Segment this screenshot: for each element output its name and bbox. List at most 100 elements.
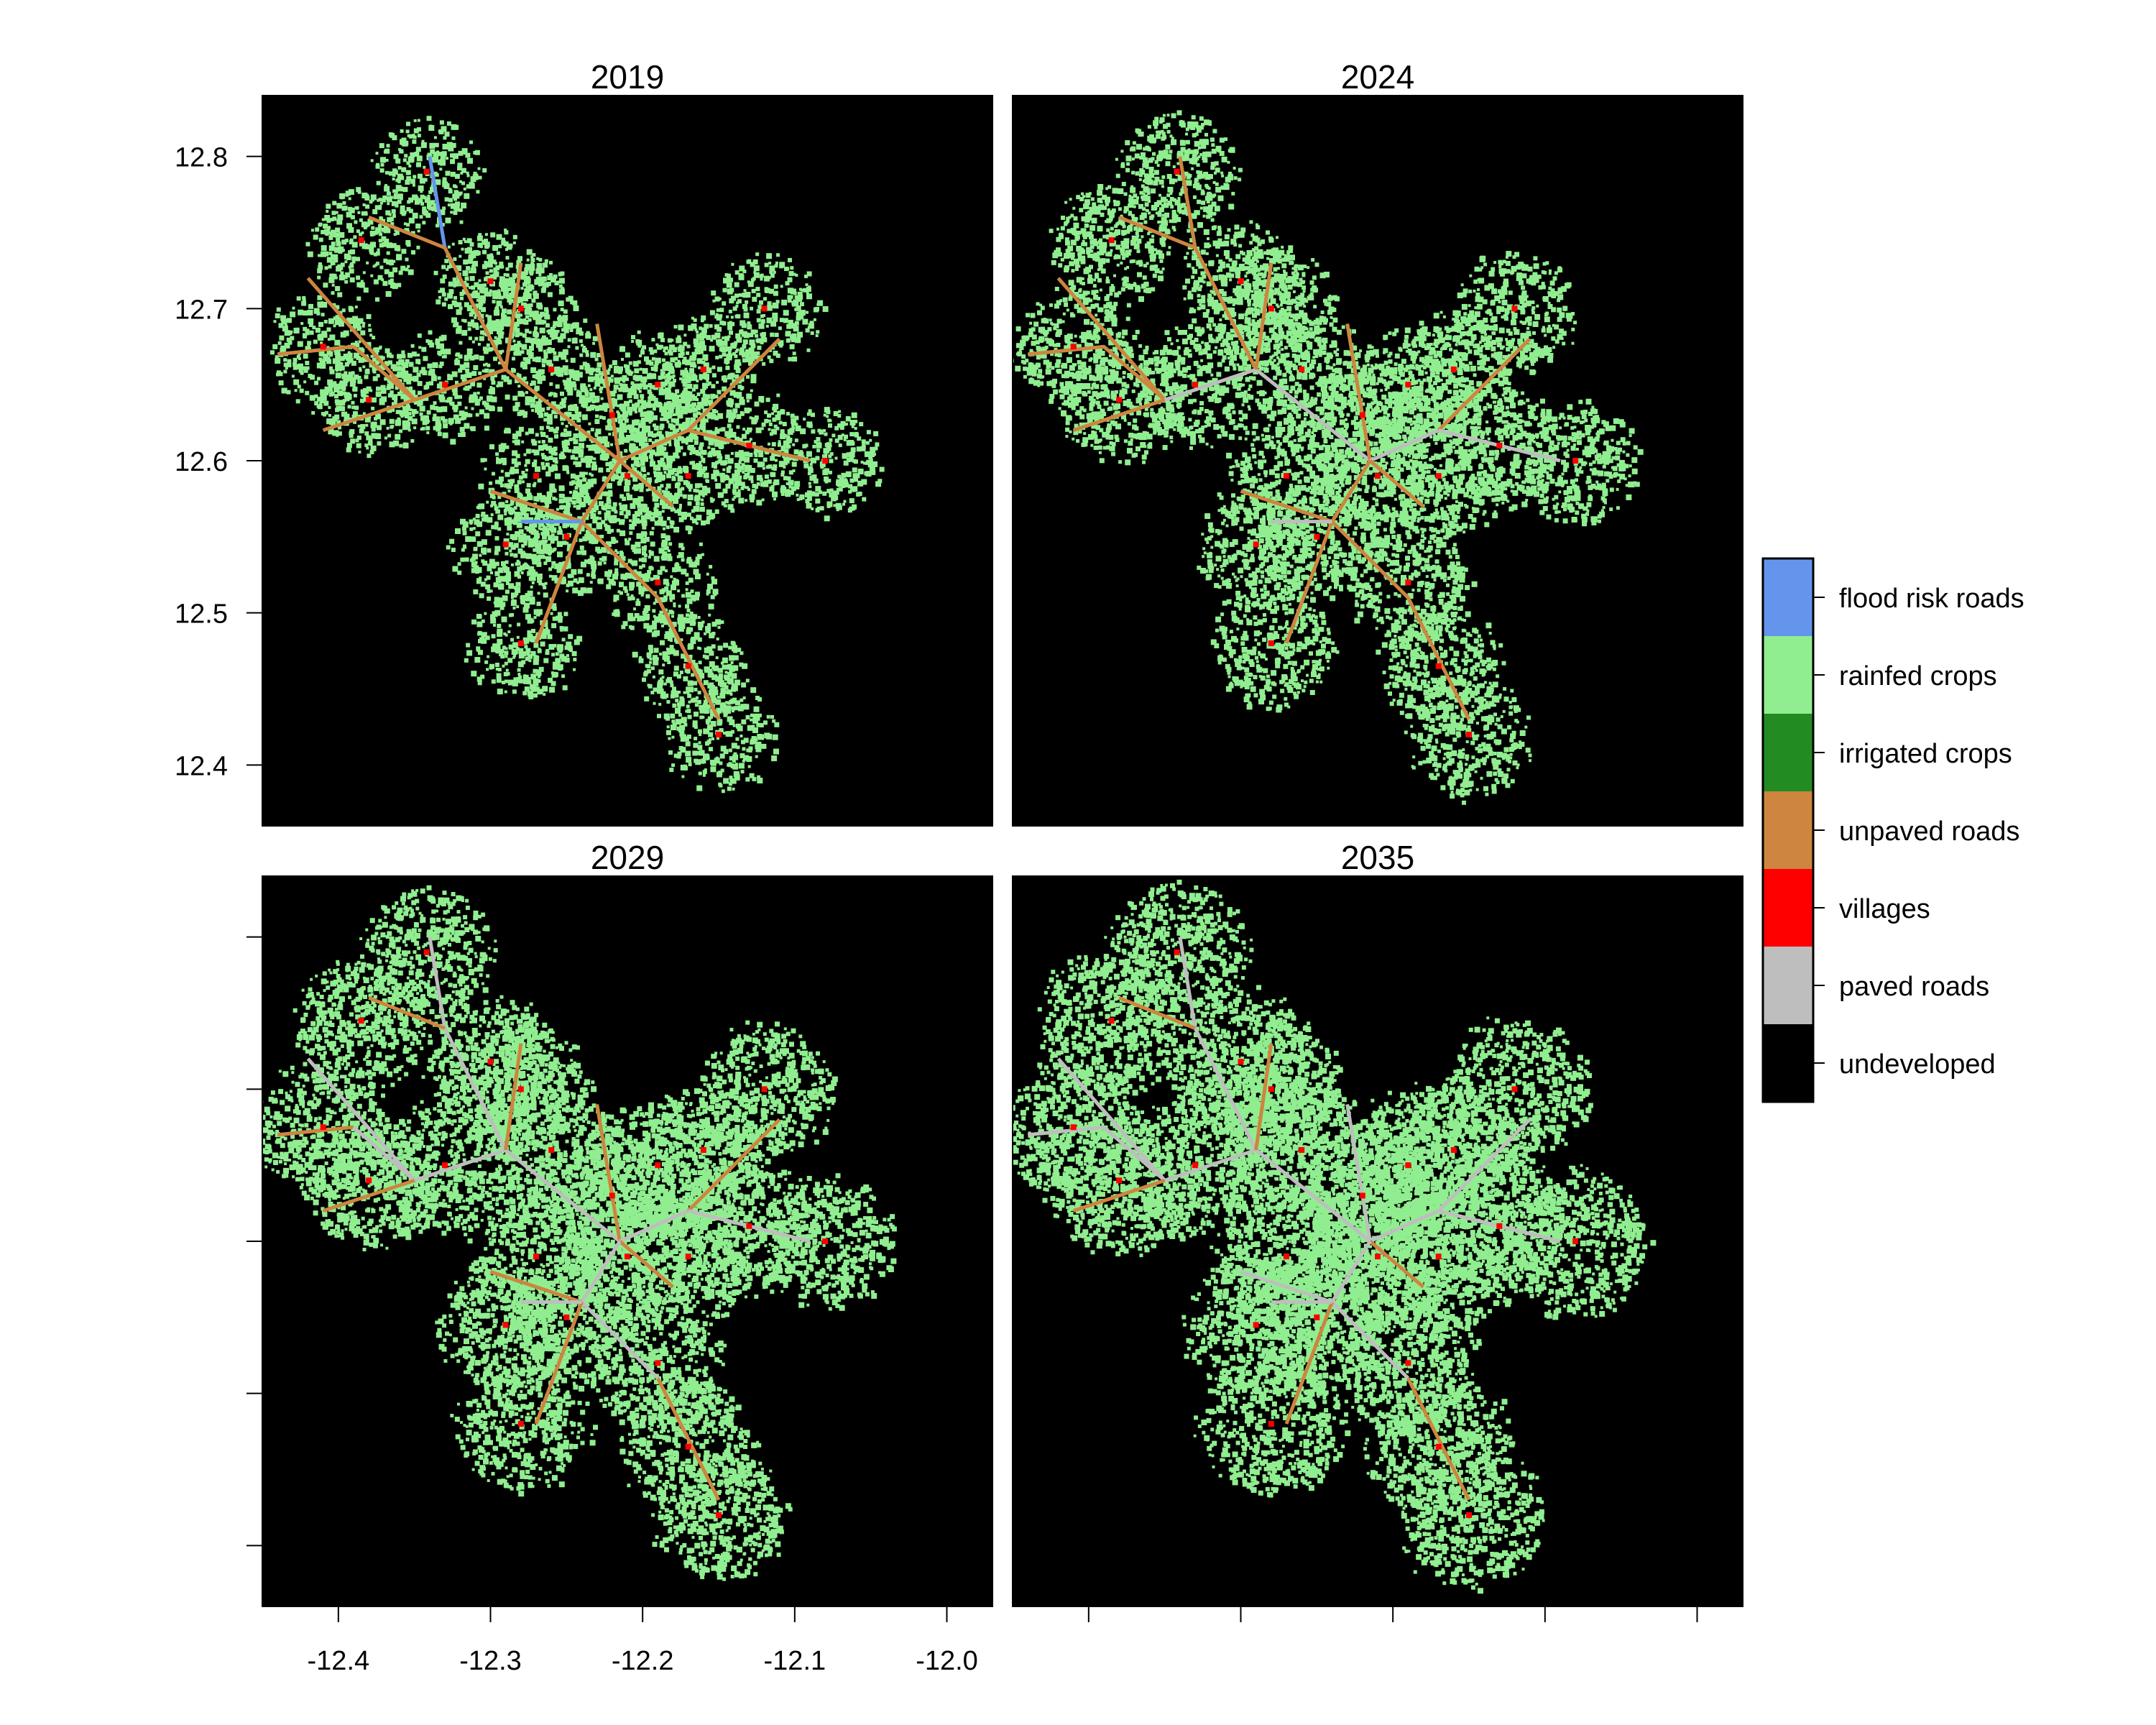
road-segment-8 xyxy=(505,1149,621,1243)
panel-title: 2029 xyxy=(591,839,664,876)
road-segment-4 xyxy=(1027,344,1105,356)
road-segment-6 xyxy=(413,1148,507,1182)
village-marker xyxy=(1116,397,1123,403)
legend-swatch xyxy=(1763,636,1813,714)
village-marker xyxy=(655,382,661,388)
panel-frame xyxy=(1012,95,1743,827)
panel-title: 2019 xyxy=(591,58,664,96)
road-segment-0 xyxy=(1178,156,1197,249)
road-segment-8 xyxy=(1255,1149,1371,1243)
village-marker xyxy=(685,1254,691,1260)
road-segment-16 xyxy=(1240,1269,1333,1305)
village-marker xyxy=(1253,1322,1259,1328)
legend-label: flood risk roads xyxy=(1839,584,2024,614)
road-segment-18 xyxy=(1406,1377,1471,1501)
road-segment-11 xyxy=(619,428,689,463)
road-segment-15 xyxy=(1330,1240,1372,1303)
x-tick-label: -12.4 xyxy=(308,1646,370,1676)
road-segment-2 xyxy=(368,996,446,1030)
road-segment-1 xyxy=(1193,247,1258,371)
village-marker xyxy=(517,1421,524,1427)
village-marker xyxy=(1314,1314,1320,1320)
village-marker xyxy=(442,1162,448,1169)
village-marker xyxy=(487,278,494,285)
road-segment-8 xyxy=(505,368,621,462)
road-segment-15 xyxy=(580,1240,622,1303)
road-segment-9 xyxy=(1254,262,1273,370)
road-segment-1 xyxy=(443,247,507,371)
y-tick-label: 12.4 xyxy=(175,751,228,781)
legend-swatch xyxy=(1763,869,1813,947)
legend-label: unpaved roads xyxy=(1839,816,2019,847)
village-marker xyxy=(1070,1124,1077,1131)
panel-background xyxy=(262,96,992,826)
village-marker xyxy=(358,237,364,244)
village-marker xyxy=(548,1147,555,1153)
legend-label: rainfed crops xyxy=(1839,661,1997,691)
village-marker xyxy=(822,458,829,464)
village-marker xyxy=(423,949,430,955)
map-panel-2024: 2024 xyxy=(1012,58,1743,827)
road-segment-18 xyxy=(1406,597,1471,720)
road-segment-16 xyxy=(489,1269,583,1305)
road-segment-12 xyxy=(686,1118,781,1213)
road-network xyxy=(1027,156,1579,737)
road-segment-5 xyxy=(352,1126,416,1182)
village-marker xyxy=(1238,1059,1244,1065)
road-segment-16 xyxy=(1240,489,1333,524)
village-marker xyxy=(609,1192,615,1199)
road-segment-17 xyxy=(1330,520,1410,599)
road-segment-7 xyxy=(1072,397,1166,433)
village-marker xyxy=(487,1059,494,1065)
village-marker xyxy=(1174,168,1180,175)
road-segment-18 xyxy=(656,1377,721,1501)
x-tick-label: -12.3 xyxy=(459,1646,522,1676)
panel-frame xyxy=(1012,875,1743,1607)
village-marker xyxy=(746,1223,752,1229)
road-segment-19 xyxy=(1284,1301,1334,1425)
road-segment-17 xyxy=(580,520,660,599)
village-marker xyxy=(502,1322,509,1328)
legend-swatch xyxy=(1763,558,1813,636)
road-segment-3 xyxy=(1056,277,1166,401)
village-marker xyxy=(655,1162,661,1169)
road-segment-2 xyxy=(368,216,446,249)
map-panels: 2019 12.8 12.7 12.6 12.5 12.4 2024 2029 -12.4 -12… xyxy=(175,58,1743,1676)
road-segment-4 xyxy=(1027,1125,1105,1137)
road-segment-9 xyxy=(1254,1043,1273,1151)
road-segment-17 xyxy=(580,1300,660,1380)
village-marker xyxy=(625,473,630,479)
panel-title: 2024 xyxy=(1341,58,1414,96)
road-segment-14 xyxy=(1368,1240,1425,1289)
village-marker xyxy=(1192,1162,1198,1169)
y-tick-label: 12.5 xyxy=(175,599,228,630)
village-marker xyxy=(1572,1238,1579,1244)
village-marker xyxy=(1496,442,1503,448)
road-segment-19 xyxy=(1284,520,1334,644)
village-marker xyxy=(366,397,372,403)
road-segment-6 xyxy=(1164,367,1257,402)
road-segment-15 xyxy=(1330,459,1372,523)
road-segment-10 xyxy=(595,323,622,461)
village-marker xyxy=(1405,1162,1411,1169)
road-segment-12 xyxy=(686,337,781,432)
road-segment-5 xyxy=(1102,1126,1166,1182)
village-marker xyxy=(548,367,555,372)
village-marker xyxy=(1405,579,1411,586)
road-segment-3 xyxy=(1056,1057,1166,1182)
village-marker xyxy=(442,382,448,388)
village-marker xyxy=(1314,533,1320,540)
village-marker xyxy=(685,1443,691,1450)
legend-swatch xyxy=(1763,791,1813,869)
village-marker xyxy=(1375,1254,1381,1260)
village-marker xyxy=(685,663,691,669)
village-marker xyxy=(1284,473,1289,479)
road-segment-5 xyxy=(352,345,416,402)
village-marker xyxy=(1359,412,1365,418)
village-marker xyxy=(1572,458,1579,464)
road-segment-2 xyxy=(1118,216,1196,249)
village-marker xyxy=(1511,305,1518,312)
village-marker xyxy=(1192,382,1198,388)
village-marker xyxy=(1108,237,1115,244)
x-tick-label: -12.1 xyxy=(764,1646,826,1676)
